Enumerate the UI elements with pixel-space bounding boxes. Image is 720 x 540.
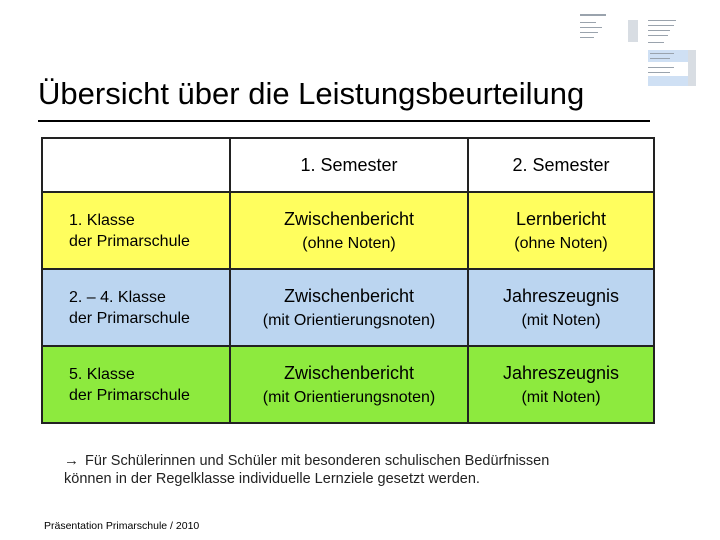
grading-note: (mit Orientierungsnoten) [262, 311, 436, 329]
title-underline [38, 120, 650, 122]
grading-note: (ohne Noten) [302, 234, 396, 252]
row-label-line1: 5. Klasse [69, 365, 135, 383]
report-type: Zwischenbericht [283, 362, 415, 383]
row-label-line1: 2. – 4. Klasse [69, 288, 166, 306]
row-label-line1: 1. Klasse [69, 211, 135, 229]
header-empty-cell [41, 137, 231, 193]
row-label: 1. Klasse der Primarschule [41, 191, 231, 270]
report-type: Jahreszeugnis [502, 362, 620, 383]
header-semester-1: 1. Semester [229, 137, 469, 193]
header-semester-2: 2. Semester [467, 137, 655, 193]
report-type: Lernbericht [515, 208, 607, 229]
row-label-line2: der Primarschule [69, 386, 190, 404]
row-label-line2: der Primarschule [69, 232, 190, 250]
arrow-right-icon: → [64, 452, 79, 469]
semester-1-cell: Zwischenbericht (ohne Noten) [229, 191, 469, 270]
report-type: Zwischenbericht [283, 285, 415, 306]
row-label: 2. – 4. Klasse der Primarschule [41, 268, 231, 347]
report-type: Zwischenbericht [283, 208, 415, 229]
semester-2-cell: Lernbericht (ohne Noten) [467, 191, 655, 270]
table-row: 2. – 4. Klasse der Primarschule Zwischen… [41, 268, 655, 347]
grading-note: (mit Noten) [521, 388, 601, 406]
semester-1-cell: Zwischenbericht (mit Orientierungsnoten) [229, 345, 469, 424]
semester-2-cell: Jahreszeugnis (mit Noten) [467, 268, 655, 347]
table-row: 1. Klasse der Primarschule Zwischenberic… [41, 191, 655, 270]
page-title: Übersicht über die Leistungsbeurteilung [38, 76, 585, 111]
document-thumbnail-icon [578, 12, 700, 90]
grading-note: (ohne Noten) [514, 234, 608, 252]
grading-note: (mit Orientierungsnoten) [262, 388, 436, 406]
row-label-line2: der Primarschule [69, 309, 190, 327]
table-header-row: 1. Semester 2. Semester [41, 137, 655, 193]
presentation-footer: Präsentation Primarschule / 2010 [44, 520, 200, 532]
row-label: 5. Klasse der Primarschule [41, 345, 231, 424]
footnote-line1: Für Schülerinnen und Schüler mit besonde… [85, 453, 550, 469]
grading-note: (mit Noten) [521, 311, 601, 329]
assessment-table: 1. Semester 2. Semester 1. Klasse der Pr… [41, 137, 655, 424]
footnote: → Für Schülerinnen und Schüler mit beson… [64, 452, 664, 488]
footnote-line2: können in der Regelklasse individuelle L… [64, 471, 480, 487]
semester-2-cell: Jahreszeugnis (mit Noten) [467, 345, 655, 424]
table-row: 5. Klasse der Primarschule Zwischenberic… [41, 345, 655, 424]
semester-1-cell: Zwischenbericht (mit Orientierungsnoten) [229, 268, 469, 347]
report-type: Jahreszeugnis [502, 285, 620, 306]
